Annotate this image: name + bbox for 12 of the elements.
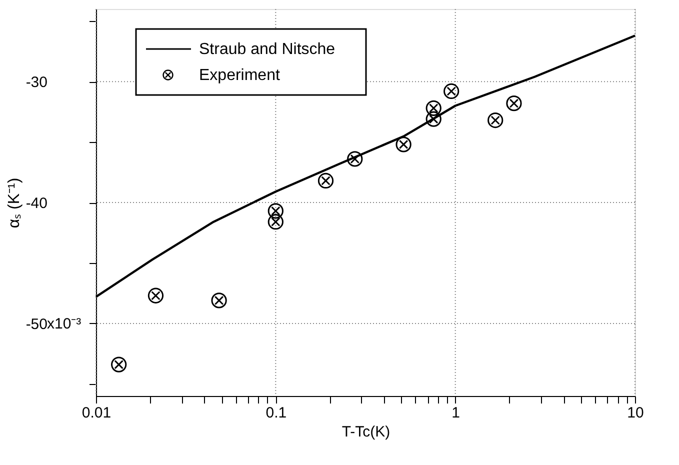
- y-tick-label: -40: [26, 195, 48, 212]
- x-tick-label: 1: [452, 404, 460, 422]
- y-tick-label: -50: [26, 316, 48, 333]
- x-tick-label: 10: [627, 404, 644, 422]
- legend-label: Straub and Nitsche: [199, 41, 336, 58]
- text: x10⁻³: [47, 315, 82, 332]
- legend-label: Experiment: [199, 67, 280, 84]
- x-tick-label: 0.01: [82, 404, 112, 422]
- x-axis-title: T-Tc(K): [342, 424, 390, 440]
- y-tick-label: -30: [26, 74, 48, 92]
- x-tick-label: 0.1: [266, 404, 287, 422]
- y-axis-title: αₛ (K⁻¹): [6, 178, 23, 228]
